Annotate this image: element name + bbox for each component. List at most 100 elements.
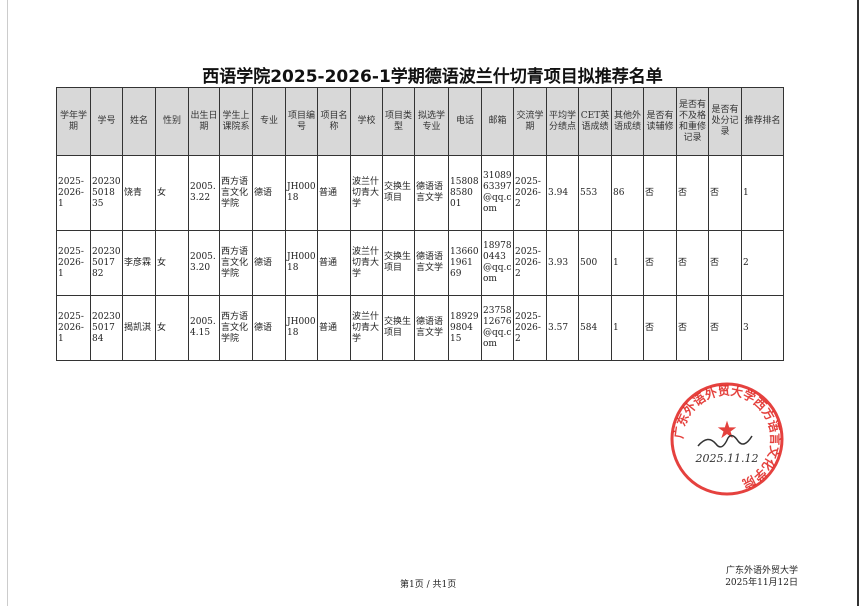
page-number: 第1页 / 共1页 bbox=[400, 580, 457, 590]
table-cell: 3108963397@qq.com bbox=[481, 155, 514, 231]
column-header: 学年学期 bbox=[56, 87, 91, 156]
table-cell: 交换生项目 bbox=[382, 155, 415, 231]
column-header: 性别 bbox=[155, 87, 189, 156]
page-edge-left bbox=[7, 0, 8, 606]
table-cell: 普通 bbox=[317, 155, 351, 231]
official-seal-stamp: 广东外语外贸大学西方语言文化学院 ★ 2025.11.12 bbox=[670, 382, 784, 496]
column-header: 是否有读辅修 bbox=[643, 87, 677, 156]
table-cell: JH00018 bbox=[285, 295, 318, 361]
column-header: 专业 bbox=[252, 87, 286, 156]
table-cell: 否 bbox=[708, 155, 742, 231]
table-cell: 德语 bbox=[252, 295, 286, 361]
table-cell: 2025-2026-1 bbox=[56, 230, 91, 296]
column-header: 电话 bbox=[448, 87, 482, 156]
table-cell: 202305017 84 bbox=[90, 295, 123, 361]
table-cell: 1 bbox=[741, 155, 784, 231]
table-cell: 否 bbox=[676, 295, 709, 361]
table-cell: 3.94 bbox=[546, 155, 579, 231]
table-cell: 德语 bbox=[252, 230, 286, 296]
table-cell: 西方语言文化学院 bbox=[219, 155, 253, 231]
table-cell: 女 bbox=[155, 155, 189, 231]
column-header: 学号 bbox=[90, 87, 123, 156]
table-cell: 2005.4.15 bbox=[188, 295, 220, 361]
table-cell: 女 bbox=[155, 295, 189, 361]
table-cell: 否 bbox=[643, 155, 677, 231]
column-header: 是否有处分记录 bbox=[708, 87, 742, 156]
recommendation-table: 学年学期 学号 姓名 性别 出生日期 学生上课院系 专业 项目编号 项目名称 学校 项目类型 拟选学专… bbox=[56, 87, 784, 361]
table-cell: 2025-2026-1 bbox=[56, 155, 91, 231]
table-cell: 德语 bbox=[252, 155, 286, 231]
column-header: 交流学期 bbox=[513, 87, 547, 156]
table-cell: 普通 bbox=[317, 295, 351, 361]
column-header: 平均学分绩点 bbox=[546, 87, 579, 156]
handwritten-signature bbox=[697, 434, 753, 448]
table-cell: 189299804 15 bbox=[448, 295, 482, 361]
table-cell: 李彦霖 bbox=[122, 230, 156, 296]
table-cell: 德语语言文学 bbox=[414, 155, 449, 231]
table-cell: 西方语言文化学院 bbox=[219, 295, 253, 361]
table-cell: 3.93 bbox=[546, 230, 579, 296]
table-header-row: 学年学期 学号 姓名 性别 出生日期 学生上课院系 专业 项目编号 项目名称 学校 项目类型 拟选学专… bbox=[56, 87, 784, 156]
table-cell: 3 bbox=[741, 295, 784, 361]
table-cell: 2025-2026-2 bbox=[513, 155, 547, 231]
table-cell: 否 bbox=[708, 230, 742, 296]
footer-date: 2025年11月12日 bbox=[725, 578, 798, 588]
table-row: 2025-2026-1 202305018 35 饶青女 2005.3.22 西方语言文… bbox=[56, 155, 784, 231]
column-header: 项目编号 bbox=[285, 87, 318, 156]
table-cell: 2025-2026-2 bbox=[513, 295, 547, 361]
table-cell: 136601961 69 bbox=[448, 230, 482, 296]
table-cell: 202305017 82 bbox=[90, 230, 123, 296]
table-cell: 202305018 35 bbox=[90, 155, 123, 231]
table-cell: 否 bbox=[676, 155, 709, 231]
column-header: 其他外语成绩 bbox=[611, 87, 644, 156]
column-header: 姓名 bbox=[122, 87, 156, 156]
table-cell: 波兰什切青大学 bbox=[350, 295, 383, 361]
table-cell: 否 bbox=[676, 230, 709, 296]
table-cell: 揭凯淇 bbox=[122, 295, 156, 361]
table-cell: 否 bbox=[708, 295, 742, 361]
table-cell: 2005.3.20 bbox=[188, 230, 220, 296]
table-cell: 2025-2026-1 bbox=[56, 295, 91, 361]
column-header: 出生日期 bbox=[188, 87, 220, 156]
table-cell: 1 bbox=[611, 230, 644, 296]
table-cell: 否 bbox=[643, 295, 677, 361]
table-cell: 西方语言文化学院 bbox=[219, 230, 253, 296]
table-cell: 2025-2026-2 bbox=[513, 230, 547, 296]
column-header: 项目类型 bbox=[382, 87, 415, 156]
table-cell: 86 bbox=[611, 155, 644, 231]
table-cell: JH00018 bbox=[285, 230, 318, 296]
column-header: 邮箱 bbox=[481, 87, 514, 156]
footer-org: 广东外语外贸大学 bbox=[725, 566, 798, 576]
stamp-handwritten-date: 2025.11.12 bbox=[695, 452, 759, 465]
footer-signature-block: 广东外语外贸大学 2025年11月12日 bbox=[725, 565, 798, 589]
table-cell: 189780443@qq.com bbox=[481, 230, 514, 296]
table-cell: 2005.3.22 bbox=[188, 155, 220, 231]
table-cell: 2375812676@qq.com bbox=[481, 295, 514, 361]
table-cell: 否 bbox=[643, 230, 677, 296]
table-row: 2025-2026-1 202305017 84 揭凯淇女 2005.4.15 西方语言… bbox=[56, 295, 784, 361]
table-cell: 波兰什切青大学 bbox=[350, 155, 383, 231]
table-cell: 交换生项目 bbox=[382, 230, 415, 296]
table-cell: 饶青 bbox=[122, 155, 156, 231]
table-cell: 553 bbox=[578, 155, 612, 231]
table-cell: 158088580 01 bbox=[448, 155, 482, 231]
column-header: 是否有不及格和重修记录 bbox=[676, 87, 709, 156]
column-header: CET英语成绩 bbox=[578, 87, 612, 156]
table-cell: JH00018 bbox=[285, 155, 318, 231]
table-cell: 584 bbox=[578, 295, 612, 361]
table-cell: 1 bbox=[611, 295, 644, 361]
table-cell: 女 bbox=[155, 230, 189, 296]
column-header: 推荐排名 bbox=[741, 87, 784, 156]
table-cell: 德语语言文学 bbox=[414, 295, 449, 361]
table-cell: 3.57 bbox=[546, 295, 579, 361]
column-header: 项目名称 bbox=[317, 87, 351, 156]
table-cell: 500 bbox=[578, 230, 612, 296]
page-edge-right bbox=[857, 0, 859, 606]
column-header: 学校 bbox=[350, 87, 383, 156]
table-cell: 2 bbox=[741, 230, 784, 296]
table-row: 2025-2026-1 202305017 82 李彦霖女 2005.3.20 西方语言… bbox=[56, 230, 784, 296]
table-cell: 普通 bbox=[317, 230, 351, 296]
document-title: 西语学院2025-2026-1学期德语波兰什切青项目拟推荐名单 bbox=[202, 67, 663, 87]
column-header: 学生上课院系 bbox=[219, 87, 253, 156]
table-cell: 波兰什切青大学 bbox=[350, 230, 383, 296]
